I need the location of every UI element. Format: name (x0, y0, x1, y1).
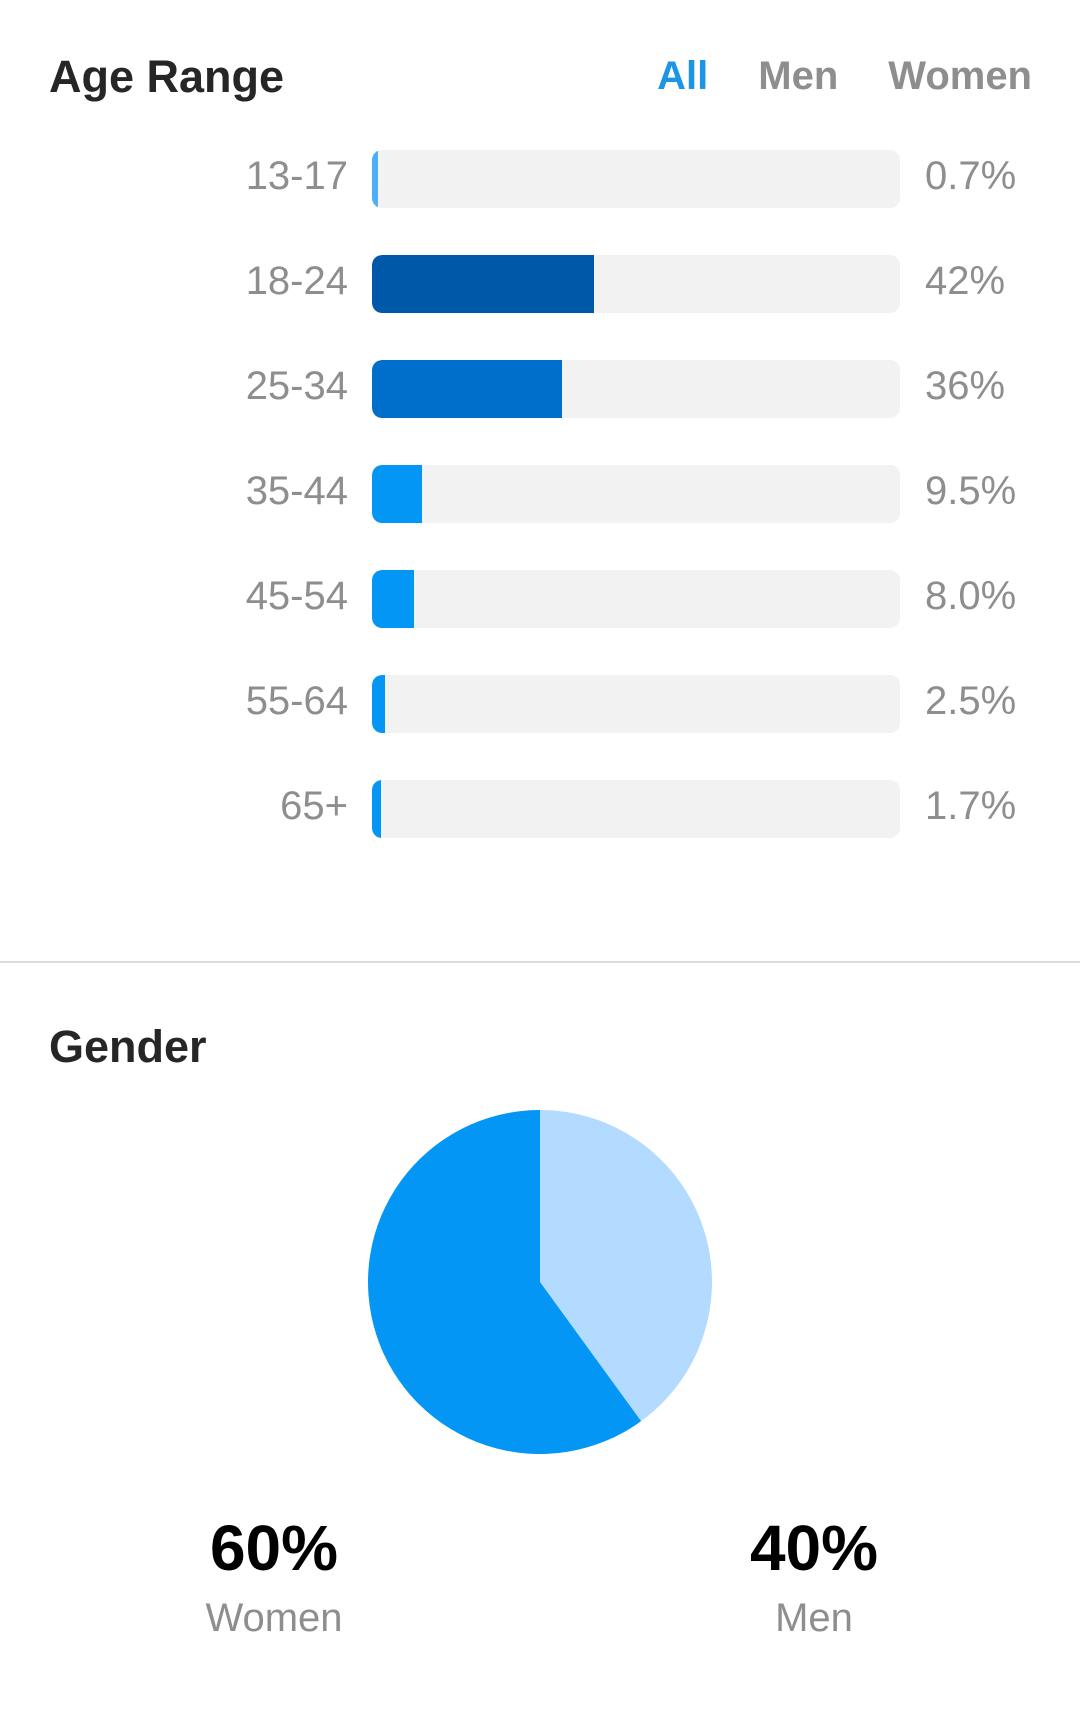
age-row-35-44: 35-44 9.5% (0, 465, 1080, 523)
filter-tab-men[interactable]: Men (758, 54, 839, 98)
age-category-label: 35-44 (245, 469, 348, 513)
women-percent: 60% (209, 1512, 339, 1584)
pie-slice-men (540, 1110, 712, 1422)
age-bar (372, 570, 415, 628)
age-bar-track (372, 360, 900, 418)
pie-slice-women (367, 1110, 642, 1454)
gender-pie-chart (367, 1110, 712, 1454)
age-bar-track (372, 570, 900, 628)
age-category-label: 65+ (280, 784, 348, 828)
women-label: Women (205, 1596, 343, 1640)
age-bar (372, 360, 563, 418)
age-bar-track (372, 255, 900, 313)
age-bar-track (372, 780, 900, 838)
age-value-label: 0.7% (925, 154, 1017, 198)
age-bar-track (372, 150, 900, 208)
age-category-label: 25-34 (245, 364, 348, 408)
men-stat: 40% Men (664, 1516, 964, 1638)
age-filter-tabs: All Men Women (607, 56, 1032, 96)
age-value-label: 36% (925, 364, 1006, 408)
age-bar (372, 255, 594, 313)
age-category-label: 55-64 (245, 679, 348, 723)
age-value-label: 1.7% (925, 784, 1017, 828)
section-divider (0, 961, 1080, 963)
age-range-title: Age Range (49, 51, 285, 102)
age-row-55-64: 55-64 2.5% (0, 675, 1080, 733)
age-bar-track (372, 465, 900, 523)
age-row-25-34: 25-34 36% (0, 360, 1080, 418)
age-row-13-17: 13-17 0.7% (0, 150, 1080, 208)
age-value-label: 9.5% (925, 469, 1017, 513)
age-bar-track (372, 675, 900, 733)
age-row-65-plus: 65+ 1.7% (0, 780, 1080, 838)
age-category-label: 18-24 (245, 259, 348, 303)
age-row-45-54: 45-54 8.0% (0, 570, 1080, 628)
age-category-label: 45-54 (245, 574, 348, 618)
age-value-label: 2.5% (925, 679, 1017, 723)
age-bar (372, 675, 386, 733)
filter-tab-all[interactable]: All (657, 54, 709, 98)
men-label: Men (775, 1596, 853, 1640)
men-percent: 40% (749, 1512, 879, 1584)
age-value-label: 42% (925, 259, 1006, 303)
age-row-18-24: 18-24 42% (0, 255, 1080, 313)
age-bar (372, 465, 423, 523)
women-stat: 60% Women (124, 1516, 424, 1638)
age-category-label: 13-17 (245, 154, 348, 198)
age-bar (372, 150, 378, 208)
gender-title: Gender (49, 1021, 207, 1072)
age-value-label: 8.0% (925, 574, 1017, 618)
age-bar (372, 780, 381, 838)
filter-tab-women[interactable]: Women (888, 54, 1032, 98)
